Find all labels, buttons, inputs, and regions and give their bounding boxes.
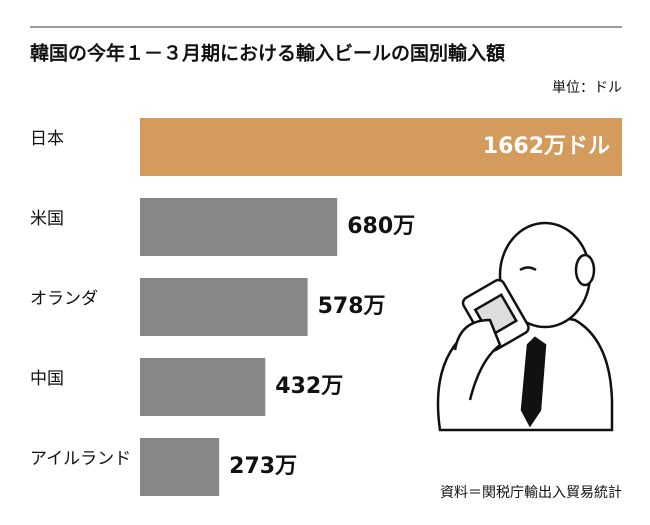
tie — [520, 336, 547, 428]
illustration — [436, 221, 614, 432]
value-label: 432万 — [275, 374, 343, 399]
ear — [574, 253, 596, 287]
value-label: 680万 — [347, 214, 415, 239]
value-label: 578万 — [318, 294, 386, 319]
chart-title: 韓国の今年１－３月期における輸入ビールの国別輸入額 — [30, 42, 505, 65]
bar — [140, 118, 622, 176]
value-label: 1662万ドル — [483, 134, 610, 159]
category-label: 米国 — [30, 209, 64, 229]
bar — [140, 438, 220, 496]
category-label: アイルランド — [30, 449, 131, 469]
source-note: 資料＝関税庁輸出入貿易統計 — [440, 485, 622, 501]
category-label: 日本 — [30, 129, 64, 149]
unit-note: 単位：ドル — [552, 80, 622, 96]
category-label: 中国 — [30, 369, 64, 389]
value-label: 273万 — [229, 454, 297, 479]
bar — [140, 278, 308, 336]
bar — [140, 358, 266, 416]
bar — [140, 198, 338, 256]
eye — [519, 266, 537, 272]
category-label: オランダ — [30, 289, 98, 309]
hand — [453, 318, 502, 401]
